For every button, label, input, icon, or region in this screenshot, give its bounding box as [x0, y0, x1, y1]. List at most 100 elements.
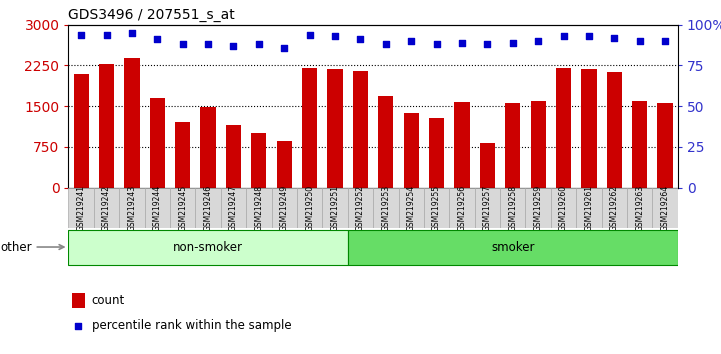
- FancyBboxPatch shape: [322, 188, 348, 228]
- FancyBboxPatch shape: [601, 188, 627, 228]
- FancyBboxPatch shape: [474, 188, 500, 228]
- Bar: [556, 68, 571, 188]
- Point: [507, 40, 518, 46]
- Bar: [379, 96, 394, 188]
- Text: GSM219243: GSM219243: [128, 185, 136, 231]
- FancyBboxPatch shape: [94, 188, 119, 228]
- Point: [431, 41, 443, 47]
- Bar: [404, 113, 419, 188]
- Text: GSM219257: GSM219257: [483, 185, 492, 231]
- Bar: [74, 74, 89, 188]
- Bar: [150, 98, 165, 188]
- Point: [304, 32, 315, 38]
- Text: GSM219262: GSM219262: [610, 185, 619, 231]
- Bar: [632, 101, 647, 188]
- FancyBboxPatch shape: [297, 188, 322, 228]
- Text: GSM219256: GSM219256: [457, 185, 466, 231]
- FancyBboxPatch shape: [119, 188, 145, 228]
- Bar: [479, 143, 495, 188]
- Bar: [99, 64, 114, 188]
- Text: other: other: [0, 240, 64, 253]
- Text: GSM219254: GSM219254: [407, 185, 416, 231]
- Bar: [200, 107, 216, 188]
- Point: [380, 41, 392, 47]
- FancyBboxPatch shape: [246, 188, 272, 228]
- Bar: [277, 142, 292, 188]
- Point: [278, 45, 290, 50]
- FancyBboxPatch shape: [653, 188, 678, 228]
- Point: [482, 41, 493, 47]
- FancyBboxPatch shape: [500, 188, 526, 228]
- Bar: [226, 125, 241, 188]
- FancyBboxPatch shape: [195, 188, 221, 228]
- Point: [405, 38, 417, 44]
- FancyBboxPatch shape: [348, 230, 678, 266]
- Point: [76, 32, 87, 38]
- Text: GSM219260: GSM219260: [559, 185, 568, 231]
- Point: [228, 43, 239, 49]
- Text: GSM219251: GSM219251: [330, 185, 340, 231]
- Bar: [327, 69, 342, 188]
- Point: [634, 38, 645, 44]
- Point: [73, 323, 84, 329]
- Point: [659, 38, 671, 44]
- Point: [456, 40, 468, 46]
- Point: [355, 36, 366, 42]
- Bar: [505, 103, 521, 188]
- Bar: [71, 293, 85, 308]
- Text: GSM219264: GSM219264: [660, 185, 670, 231]
- FancyBboxPatch shape: [551, 188, 576, 228]
- FancyBboxPatch shape: [68, 230, 348, 266]
- Bar: [531, 101, 546, 188]
- Point: [609, 35, 620, 41]
- Text: GSM219261: GSM219261: [585, 185, 593, 231]
- Text: GSM219249: GSM219249: [280, 185, 289, 231]
- FancyBboxPatch shape: [272, 188, 297, 228]
- Point: [101, 32, 112, 38]
- Text: GSM219242: GSM219242: [102, 185, 111, 231]
- Text: GSM219252: GSM219252: [356, 185, 365, 231]
- Bar: [252, 133, 267, 188]
- FancyBboxPatch shape: [449, 188, 474, 228]
- FancyBboxPatch shape: [170, 188, 195, 228]
- Text: GDS3496 / 207551_s_at: GDS3496 / 207551_s_at: [68, 8, 235, 22]
- FancyBboxPatch shape: [399, 188, 424, 228]
- FancyBboxPatch shape: [627, 188, 653, 228]
- FancyBboxPatch shape: [576, 188, 601, 228]
- Text: percentile rank within the sample: percentile rank within the sample: [92, 319, 291, 332]
- Text: GSM219247: GSM219247: [229, 185, 238, 231]
- Text: GSM219255: GSM219255: [432, 185, 441, 231]
- Bar: [429, 118, 444, 188]
- Text: GSM219244: GSM219244: [153, 185, 162, 231]
- Text: GSM219263: GSM219263: [635, 185, 644, 231]
- Point: [329, 33, 341, 39]
- Point: [558, 33, 570, 39]
- Text: smoker: smoker: [491, 240, 534, 253]
- FancyBboxPatch shape: [221, 188, 246, 228]
- Bar: [454, 102, 469, 188]
- Text: GSM219246: GSM219246: [203, 185, 213, 231]
- FancyBboxPatch shape: [424, 188, 449, 228]
- Bar: [658, 103, 673, 188]
- Text: count: count: [92, 294, 125, 307]
- Point: [532, 38, 544, 44]
- Point: [177, 41, 188, 47]
- Bar: [606, 72, 622, 188]
- FancyBboxPatch shape: [348, 188, 373, 228]
- FancyBboxPatch shape: [145, 188, 170, 228]
- Bar: [581, 69, 596, 188]
- Text: GSM219250: GSM219250: [305, 185, 314, 231]
- Text: non-smoker: non-smoker: [173, 240, 243, 253]
- Point: [203, 41, 214, 47]
- Text: GSM219253: GSM219253: [381, 185, 390, 231]
- Bar: [302, 68, 317, 188]
- Bar: [175, 122, 190, 188]
- Point: [151, 36, 163, 42]
- FancyBboxPatch shape: [68, 188, 94, 228]
- FancyBboxPatch shape: [526, 188, 551, 228]
- Text: GSM219241: GSM219241: [76, 185, 86, 231]
- Text: GSM219258: GSM219258: [508, 185, 517, 231]
- Bar: [353, 71, 368, 188]
- Text: GSM219245: GSM219245: [178, 185, 187, 231]
- Point: [583, 33, 595, 39]
